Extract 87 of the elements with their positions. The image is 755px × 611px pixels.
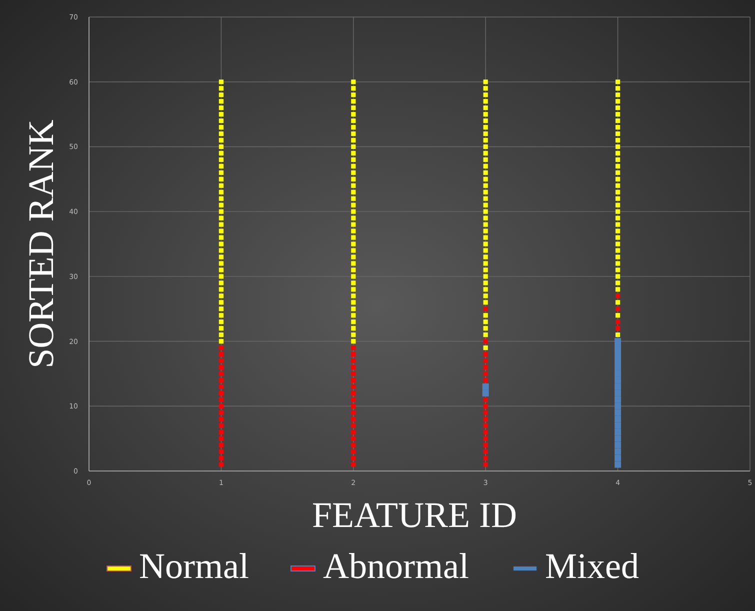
point: [351, 436, 356, 441]
point: [614, 442, 622, 448]
point: [483, 442, 488, 448]
point: [218, 390, 224, 396]
point: [351, 345, 356, 350]
point: [483, 371, 488, 376]
point: [218, 345, 224, 350]
point: [614, 357, 622, 364]
point: [218, 430, 224, 434]
point: [614, 461, 622, 468]
point: [483, 410, 488, 415]
point: [483, 404, 488, 408]
point: [614, 402, 622, 410]
point: [614, 396, 622, 403]
point: [218, 436, 224, 441]
point: [614, 351, 622, 358]
point: [218, 449, 224, 454]
x-axis-title: FEATURE ID: [312, 495, 517, 535]
point: [616, 294, 620, 298]
point: [351, 430, 356, 434]
point: [351, 358, 356, 364]
point: [218, 410, 224, 415]
point: [351, 371, 356, 376]
point: [351, 364, 356, 370]
legend-label: Abnormal: [323, 546, 469, 586]
y-axis-title: SORTED RANK: [21, 120, 61, 368]
point: [483, 338, 488, 344]
point: [351, 404, 356, 408]
point: [351, 456, 356, 460]
point: [614, 422, 622, 429]
point: [614, 428, 622, 436]
point: [483, 364, 488, 370]
point: [483, 378, 488, 382]
point: [483, 456, 488, 460]
point: [483, 436, 488, 441]
point: [483, 449, 488, 454]
point: [218, 358, 224, 364]
point: [614, 448, 622, 455]
point: [351, 384, 356, 389]
point: [482, 390, 489, 396]
point: [614, 370, 622, 377]
point: [218, 416, 224, 422]
point: [351, 397, 356, 402]
point: [614, 364, 622, 370]
point: [483, 430, 488, 434]
point: [218, 404, 224, 408]
point: [483, 416, 488, 422]
point: [616, 320, 620, 324]
point: [218, 397, 224, 402]
point: [218, 423, 224, 428]
point: [616, 306, 620, 312]
point: [614, 435, 622, 442]
point: [218, 456, 224, 460]
point: [351, 423, 356, 428]
point: [351, 462, 356, 467]
point: [351, 449, 356, 454]
point: [616, 326, 620, 331]
point: [614, 344, 622, 352]
point: [351, 442, 356, 448]
point: [351, 378, 356, 382]
point: [482, 383, 489, 390]
point: [218, 364, 224, 370]
point: [351, 410, 356, 415]
point: [614, 376, 622, 384]
point: [483, 306, 488, 312]
point: [614, 454, 622, 462]
legend-label: Normal: [139, 546, 249, 586]
point: [614, 338, 622, 345]
point: [483, 358, 488, 364]
point: [218, 371, 224, 376]
point: [218, 384, 224, 389]
point: [218, 442, 224, 448]
point: [351, 352, 356, 357]
point: [351, 390, 356, 396]
point: [483, 397, 488, 402]
point: [614, 409, 622, 416]
point: [218, 462, 224, 467]
point: [614, 416, 622, 422]
point: [351, 416, 356, 422]
point: [483, 352, 488, 357]
legend-label: Mixed: [545, 546, 639, 586]
point: [483, 462, 488, 467]
point: [218, 352, 224, 357]
point: [614, 390, 622, 396]
point: [483, 423, 488, 428]
point: [614, 383, 622, 390]
point: [218, 378, 224, 382]
